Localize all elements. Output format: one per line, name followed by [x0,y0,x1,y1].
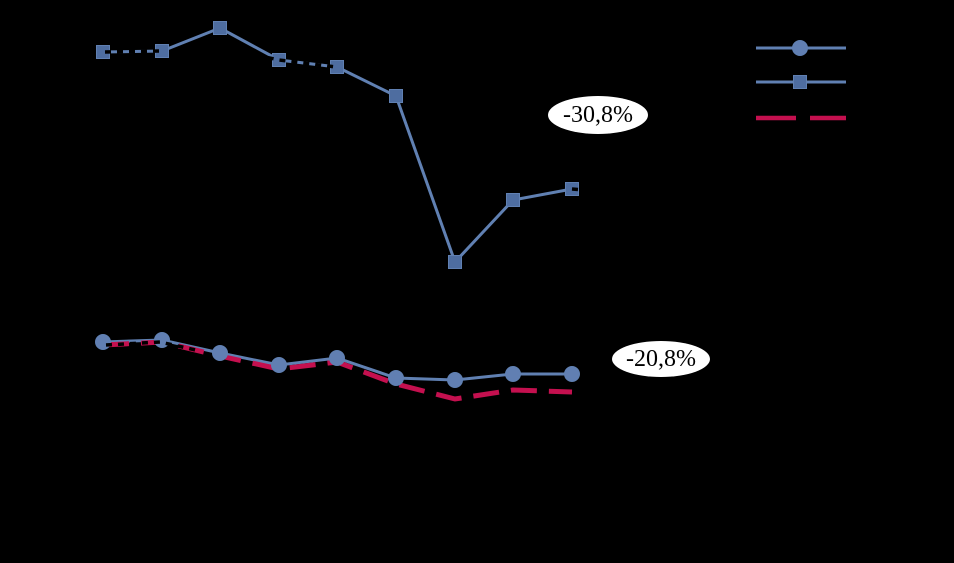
series-layer [102,26,573,402]
hidden-dash-overlay-3 [571,187,584,192]
upper-line-squares-point-7-square-marker [448,255,462,269]
lower-line-circles-point-8-circle-marker [505,366,521,382]
annotation-oval-1 [548,96,648,134]
upper-line-squares-point-3-square-marker [213,21,227,35]
marker-layer [95,21,580,388]
lower-line-circles-point-4-circle-marker [271,357,287,373]
legend [756,40,846,121]
lower-line-circles-point-9-circle-marker [564,366,580,382]
lower-line-circles-point-1-circle-marker [95,334,111,350]
annotation-label-2: -20,8% [626,346,696,372]
lower-line-circles-point-7-circle-marker [447,372,463,388]
upper-line-squares-point-8-square-marker [506,193,520,207]
lower-line-circles-point-6-circle-marker [388,370,404,386]
annotation-oval-2 [612,341,710,377]
annotation-layer: -30,8% -20,8% [548,96,710,377]
annotation-label-1: -30,8% [563,102,633,128]
lower-line-circles-point-3-circle-marker [212,345,228,361]
lower-line-circles-point-5-circle-marker [329,350,345,366]
hidden-dash-overlay-layer [104,49,584,353]
upper-line-squares-point-6-square-marker [389,89,403,103]
legend-item-1-circle-marker [792,40,808,56]
hidden-dash-overlay-2 [255,53,337,69]
legend-item-2-square-marker [793,75,807,89]
hidden-dash-overlay-1 [104,49,161,54]
